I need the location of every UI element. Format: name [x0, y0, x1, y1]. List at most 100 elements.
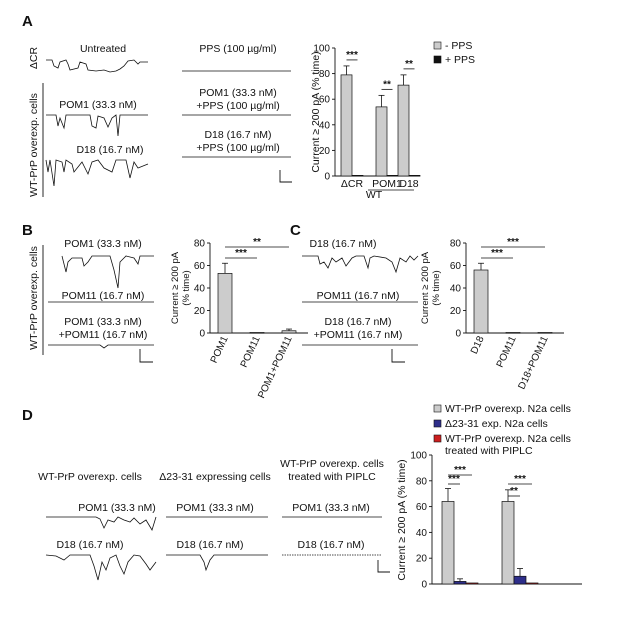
chart-d-legend-swatch [433, 419, 442, 428]
chart-d-significance-label: *** [448, 474, 460, 485]
panel-a-row-label-dcr: ΔCR [28, 46, 40, 69]
trace-c-d18 [302, 255, 419, 274]
chart-d-bar [501, 501, 515, 585]
trace-label-d-wt-d18: D18 (16.7 nM) [56, 539, 123, 551]
chart-a-y-tick-label: 40 [319, 120, 331, 131]
trace-label-d-del-d18: D18 (16.7 nM) [176, 539, 243, 551]
chart-a-significance-label: ** [383, 79, 391, 90]
chart-b-bar [249, 332, 265, 334]
chart-a-y-tick-label: 80 [319, 69, 331, 80]
chart-d-significance-label: *** [514, 474, 526, 485]
chart-c-significance-label: *** [507, 237, 519, 248]
chart-b-bar [217, 273, 233, 334]
chart-b-category-label: POM1+POM11 [256, 334, 295, 400]
chart-a-bar [397, 84, 410, 177]
trace-label-b-combo-2: +POM11 (16.7 nM) [59, 329, 148, 341]
chart-d-bar [513, 575, 527, 585]
chart-a-legend-label: + PPS [445, 54, 475, 66]
trace-label-pom1-pps-2: +PPS (100 µg/ml) [196, 100, 279, 112]
trace-label-c-pom11: POM11 (16.7 nM) [317, 290, 400, 302]
chart-d-y-tick-label: 100 [410, 451, 427, 462]
chart-d-y-tick-label: 40 [416, 528, 428, 539]
trace-label-b-pom11: POM11 (16.7 nM) [62, 290, 145, 302]
chart-d-bar [465, 582, 479, 585]
chart-c-ylabel-2: (% time) [431, 270, 442, 305]
chart-a-category-label: POM1 [372, 178, 402, 190]
chart-b-significance-label: *** [235, 248, 247, 259]
trace-label-b-combo-1: POM1 (33.3 nM) [64, 316, 142, 328]
chart-b-ylabel-2: (% time) [181, 270, 192, 305]
trace-label-c-d18: D18 (16.7 nM) [309, 238, 376, 250]
chart-c-bar [473, 269, 489, 334]
trace-label-d-pi-pom1: POM1 (33.3 nM) [292, 502, 370, 514]
trace-label-d-wt-pom1: POM1 (33.3 nM) [78, 502, 156, 514]
chart-a-bar [375, 106, 388, 177]
chart-a-ylabel: Current ≥ 200 pA (% time) [310, 51, 322, 172]
trace-label-pom1-pps-1: POM1 (33.3 nM) [199, 87, 277, 99]
chart-c-y-tick-label: 20 [450, 306, 462, 317]
chart-d-y-tick-label: 20 [416, 554, 428, 565]
chart-c-y-tick-label: 40 [450, 284, 462, 295]
chart-b-y-tick-label: 40 [194, 284, 206, 295]
chart-a-y-tick-label: 20 [319, 146, 331, 157]
panel-c-scale-bar [391, 349, 405, 363]
panel-b-row-label: WT-PrP overexp. cells [28, 246, 40, 350]
chart-d-significance-label: *** [454, 465, 466, 476]
chart-c-ylabel-1: Current ≥ 200 pA [420, 251, 431, 324]
trace-b-pom1 [61, 255, 154, 289]
chart-d-bar [441, 501, 455, 585]
chart-a-category-label: ΔCR [341, 178, 364, 190]
trace-label-c-combo-2: +POM11 (16.7 nM) [314, 329, 403, 341]
chart-c-category-label: D18+POM11 [517, 334, 551, 391]
chart-d-legend-swatch [433, 404, 442, 413]
chart-a-group-label: WT [366, 189, 383, 201]
trace-label-pps: PPS (100 µg/ml) [199, 43, 276, 55]
chart-d-y-tick-label: 80 [416, 476, 428, 487]
chart-d-legend-swatch [433, 434, 442, 443]
column-header-del: Δ23-31 expressing cells [159, 471, 271, 483]
chart-d-legend-label: WT-PrP overexp. N2a cells [445, 433, 571, 445]
trace-label-pom1: POM1 (33.3 nM) [59, 99, 137, 111]
chart-c-category-label: POM11 [495, 334, 519, 369]
chart-c-bar [537, 332, 553, 334]
chart-a-category-label: D18 [399, 178, 418, 190]
trace-pom1 [46, 114, 148, 137]
chart-b-y-tick-label: 80 [194, 239, 206, 250]
chart-b-ylabel-1: Current ≥ 200 pA [170, 251, 181, 324]
chart-b-significance-label: ** [253, 237, 261, 248]
chart-c-y-tick-label: 0 [455, 329, 461, 340]
panel-b-letter: B [22, 222, 33, 239]
panel-a-letter: A [22, 13, 33, 30]
trace-d18 [45, 159, 149, 187]
panel-a-scale-bar [279, 170, 292, 183]
chart-a-bar [351, 175, 364, 177]
chart-b-category-label: POM1 [209, 334, 231, 365]
panel-b-scale-bar [139, 349, 153, 363]
panel-a-row-label-wt: WT-PrP overexp. cells [28, 93, 40, 197]
chart-a-significance-label: ** [405, 59, 413, 70]
chart-b-y-tick-label: 0 [199, 329, 205, 340]
chart-a-bar [386, 175, 399, 177]
chart-a-y-tick-label: 0 [324, 172, 330, 183]
chart-c-y-tick-label: 80 [450, 239, 462, 250]
chart-c-bar [505, 332, 521, 334]
chart-a-significance-label: *** [346, 50, 358, 61]
trace-d-del-d18 [166, 554, 268, 572]
chart-a: 0 20 40 60 80 100 ΔCR *** POM1 ** D18 ** - PPS + PPS [313, 40, 475, 191]
trace-label-b-pom1: POM1 (33.3 nM) [64, 238, 142, 250]
panel-d-letter: D [22, 407, 33, 424]
chart-a-legend-swatch [433, 55, 442, 64]
chart-d-bar [525, 582, 539, 585]
chart-d-legend-label: treated with PIPLC [445, 445, 533, 457]
trace-d-wt-d18 [45, 554, 157, 581]
column-header-piplc-1: WT-PrP overexp. cells [280, 458, 384, 470]
trace-untreated [46, 59, 148, 73]
chart-b-bar [281, 330, 297, 334]
trace-b-combo [48, 344, 154, 349]
trace-label-d-pi-d18: D18 (16.7 nM) [297, 539, 364, 551]
trace-label-d18-pps-1: D18 (16.7 nM) [204, 129, 271, 141]
